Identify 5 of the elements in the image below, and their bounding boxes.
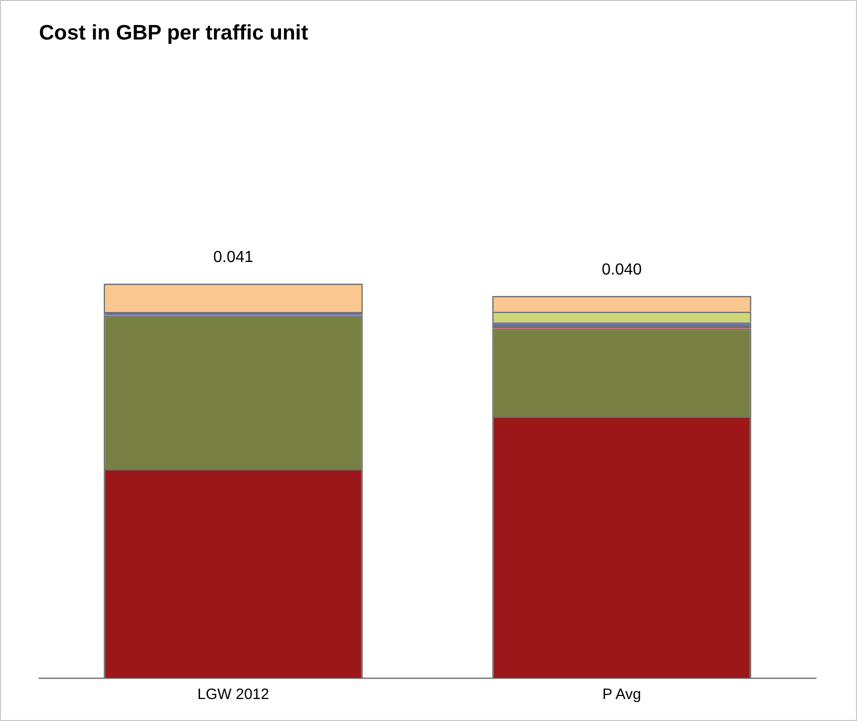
annotation: 0.040 (602, 261, 642, 278)
annotation: 0.041 (213, 249, 254, 266)
chart-title: Cost in GBP per traffic unit (39, 21, 308, 44)
x-tick-label: LGW 2012 (197, 686, 270, 704)
x-tick-label: P Avg (602, 686, 642, 704)
